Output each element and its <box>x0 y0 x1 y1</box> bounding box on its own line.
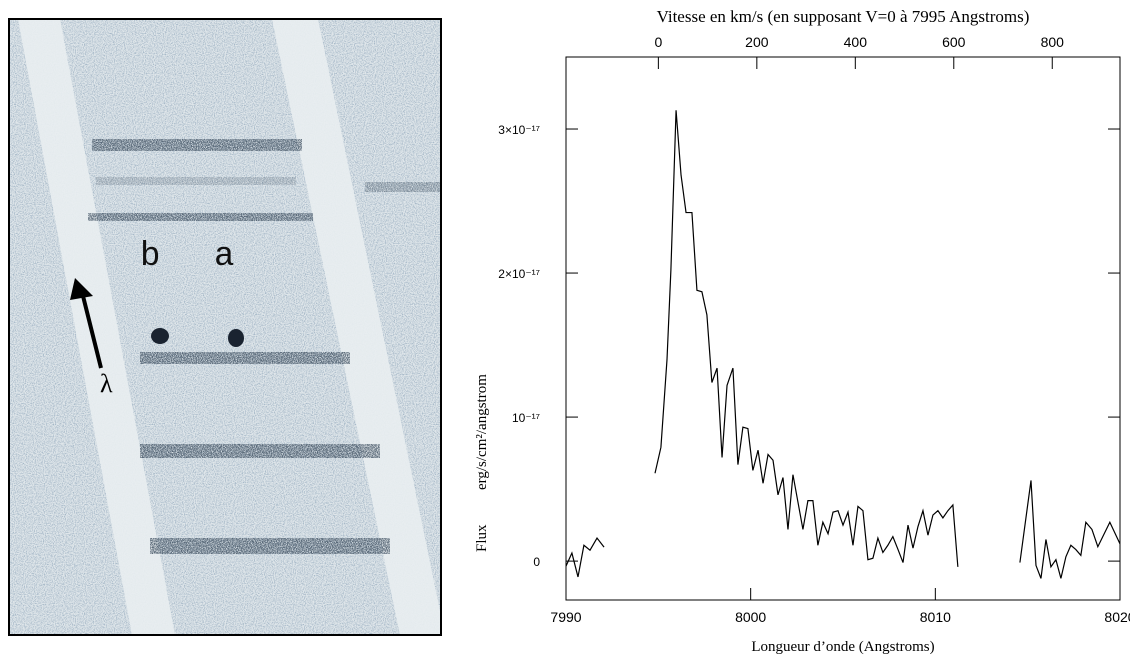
x2-tick-label: 800 <box>1041 34 1065 50</box>
spectrum-image: b a λ <box>8 18 442 636</box>
plot-frame <box>565 56 1121 601</box>
image-label: a <box>214 238 234 276</box>
x-axis-title: Longueur d’onde (Angstroms) <box>751 639 934 655</box>
chart: Vitesse en km/s (en supposant V=0 à 7995… <box>474 7 1130 655</box>
y-tick-label: 0 <box>533 555 540 569</box>
x2-tick-label: 400 <box>844 34 868 50</box>
data-line <box>565 110 1121 579</box>
y-axis-units: erg/s/cm²/angstrom <box>474 374 490 490</box>
y-tick-label: 10⁻¹⁷ <box>512 411 540 425</box>
x2-tick-label: 0 <box>654 34 662 50</box>
x2-tick-label: 600 <box>942 34 966 50</box>
x2-tick-label: 200 <box>745 34 769 50</box>
y-axis-title: Flux <box>474 524 490 552</box>
image-label: λ <box>100 369 113 398</box>
top-axis-title: Vitesse en km/s (en supposant V=0 à 7995… <box>657 7 1030 26</box>
image-label: b <box>140 238 160 276</box>
y-tick-label: 2×10⁻¹⁷ <box>498 267 540 281</box>
y-tick-label: 3×10⁻¹⁷ <box>498 123 540 137</box>
x-tick-label: 7990 <box>550 609 581 625</box>
x-tick-label: 8010 <box>920 609 951 625</box>
x-tick-label: 8000 <box>735 609 766 625</box>
